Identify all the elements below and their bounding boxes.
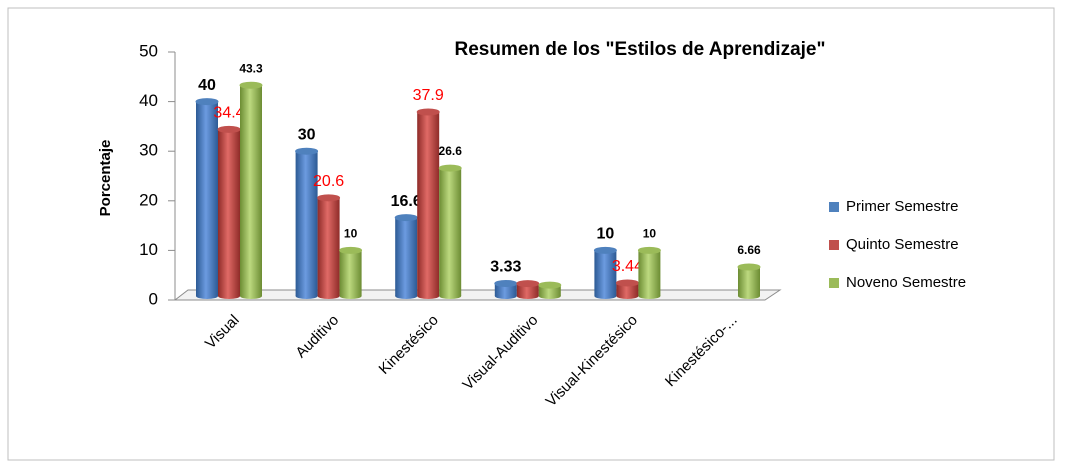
bar-top bbox=[615, 279, 639, 287]
chart-title: Resumen de los "Estilos de Aprendizaje" bbox=[454, 39, 825, 60]
bar-top bbox=[195, 98, 219, 106]
bar-top bbox=[317, 194, 341, 202]
bar bbox=[616, 282, 639, 296]
legend-swatch bbox=[829, 202, 839, 212]
bar bbox=[295, 151, 318, 296]
bar-top bbox=[737, 263, 761, 271]
bar-top bbox=[538, 281, 562, 289]
bar bbox=[240, 85, 262, 297]
bar-base bbox=[738, 293, 760, 299]
data-label: 30 bbox=[298, 126, 316, 143]
bar-top bbox=[394, 214, 418, 222]
bar bbox=[339, 250, 362, 296]
y-tick-label: 30 bbox=[139, 141, 158, 160]
data-label: 26.6 bbox=[439, 144, 463, 158]
y-tick-label: 50 bbox=[139, 41, 158, 60]
data-label: 6.66 bbox=[737, 243, 761, 257]
bar-top bbox=[217, 125, 241, 133]
bar-base bbox=[638, 293, 661, 299]
data-label: 34.4 bbox=[213, 105, 244, 122]
bar-top bbox=[239, 81, 263, 89]
bar-base bbox=[295, 293, 318, 299]
y-tick-label: 10 bbox=[139, 240, 158, 259]
bar-base bbox=[494, 293, 517, 299]
floor bbox=[173, 289, 782, 301]
bar-base bbox=[616, 293, 639, 299]
data-label: 3.33 bbox=[490, 259, 521, 276]
bar bbox=[395, 217, 418, 296]
bar-base bbox=[538, 293, 561, 299]
bar-top bbox=[438, 164, 462, 172]
legend-label: Primer Semestre bbox=[846, 198, 959, 215]
y-tick-label: 40 bbox=[139, 91, 158, 110]
data-label: 43.3 bbox=[239, 61, 263, 75]
bar-top bbox=[637, 246, 661, 254]
data-label: 3.44 bbox=[612, 258, 643, 275]
bar-top bbox=[339, 246, 363, 254]
bar bbox=[638, 250, 661, 296]
bar-base bbox=[317, 293, 340, 299]
bar bbox=[738, 266, 760, 296]
bar-base bbox=[339, 293, 362, 299]
bar bbox=[218, 129, 240, 296]
bar-base bbox=[417, 293, 440, 299]
y-tick-label: 20 bbox=[139, 190, 158, 209]
bar-top bbox=[416, 108, 440, 116]
bar-base bbox=[395, 293, 418, 299]
bar-top bbox=[494, 279, 518, 287]
bar-base bbox=[516, 293, 539, 299]
bar-base bbox=[196, 293, 218, 299]
bar bbox=[538, 285, 561, 296]
bar-base bbox=[218, 293, 240, 299]
bar-base bbox=[240, 293, 262, 299]
data-label: 10 bbox=[643, 227, 657, 241]
bar bbox=[317, 197, 340, 296]
legend-swatch bbox=[829, 240, 839, 250]
bar bbox=[196, 101, 218, 296]
data-label: 37.9 bbox=[413, 87, 444, 104]
data-label: 20.6 bbox=[313, 173, 344, 190]
y-tick-label: 0 bbox=[149, 289, 158, 308]
bar bbox=[439, 168, 462, 296]
bar-base bbox=[439, 293, 462, 299]
legend-swatch bbox=[829, 278, 839, 288]
data-label: 10 bbox=[344, 227, 358, 241]
bar bbox=[594, 250, 617, 296]
data-label: 10 bbox=[597, 226, 615, 243]
bar-top bbox=[295, 147, 319, 155]
legend-label: Quinto Semestre bbox=[846, 236, 959, 253]
bar bbox=[417, 112, 440, 297]
legend-label: Noveno Semestre bbox=[846, 274, 966, 291]
bar-top bbox=[516, 280, 540, 288]
bar-base bbox=[594, 293, 617, 299]
data-label: 40 bbox=[198, 77, 216, 94]
chart-frame bbox=[7, 7, 1055, 461]
data-label: 16.6 bbox=[391, 193, 422, 210]
y-axis-title: Porcentaje bbox=[97, 140, 114, 217]
bar-top bbox=[593, 246, 617, 254]
